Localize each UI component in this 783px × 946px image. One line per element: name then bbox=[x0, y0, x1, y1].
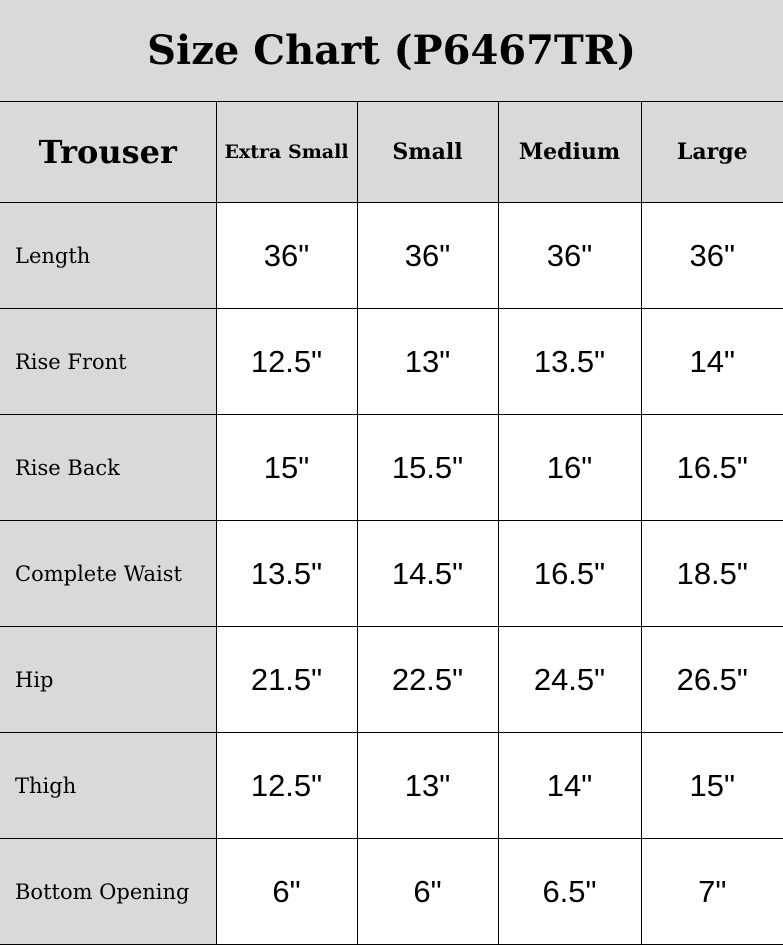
measurement-cell: 16.5" bbox=[497, 520, 642, 627]
table-row: Complete Waist 13.5" 14.5" 16.5" 18.5" bbox=[0, 520, 783, 627]
measurement-cell: 6" bbox=[215, 838, 358, 945]
header-size: Medium bbox=[497, 101, 642, 203]
table-row: Bottom Opening 6" 6" 6.5" 7" bbox=[0, 838, 783, 945]
measurement-cell: 26.5" bbox=[640, 626, 783, 733]
chart-title: Size Chart (P6467TR) bbox=[0, 0, 783, 102]
measurement-cell: 14" bbox=[497, 732, 642, 839]
measurement-cell: 36" bbox=[640, 202, 783, 309]
measurement-cell: 6.5" bbox=[497, 838, 642, 945]
measurement-cell: 12.5" bbox=[215, 308, 358, 415]
measurement-cell: 36" bbox=[356, 202, 499, 309]
header-row: Trouser Extra Small Small Medium Large bbox=[0, 101, 783, 203]
measurement-cell: 14.5" bbox=[356, 520, 499, 627]
measurement-cell: 16.5" bbox=[640, 414, 783, 521]
table-row: Rise Back 15" 15.5" 16" 16.5" bbox=[0, 414, 783, 521]
header-size: Large bbox=[640, 101, 783, 203]
header-size: Small bbox=[356, 101, 499, 203]
row-label: Hip bbox=[0, 626, 217, 733]
measurement-cell: 22.5" bbox=[356, 626, 499, 733]
measurement-cell: 15" bbox=[640, 732, 783, 839]
measurement-cell: 6" bbox=[356, 838, 499, 945]
table-row: Thigh 12.5" 13" 14" 15" bbox=[0, 732, 783, 839]
measurement-cell: 13.5" bbox=[497, 308, 642, 415]
table-row: Length 36" 36" 36" 36" bbox=[0, 202, 783, 309]
measurement-cell: 36" bbox=[215, 202, 358, 309]
row-label: Length bbox=[0, 202, 217, 309]
row-label: Bottom Opening bbox=[0, 838, 217, 945]
measurement-cell: 13" bbox=[356, 732, 499, 839]
measurement-cell: 15" bbox=[215, 414, 358, 521]
measurement-cell: 15.5" bbox=[356, 414, 499, 521]
measurement-cell: 7" bbox=[640, 838, 783, 945]
header-trouser: Trouser bbox=[0, 101, 217, 203]
measurement-cell: 12.5" bbox=[215, 732, 358, 839]
table-row: Hip 21.5" 22.5" 24.5" 26.5" bbox=[0, 626, 783, 733]
row-label: Rise Front bbox=[0, 308, 217, 415]
measurement-cell: 14" bbox=[640, 308, 783, 415]
measurement-cell: 13" bbox=[356, 308, 499, 415]
row-label: Rise Back bbox=[0, 414, 217, 521]
header-size: Extra Small bbox=[215, 101, 358, 203]
measurement-cell: 21.5" bbox=[215, 626, 358, 733]
row-label: Complete Waist bbox=[0, 520, 217, 627]
table-row: Rise Front 12.5" 13" 13.5" 14" bbox=[0, 308, 783, 415]
measurement-cell: 18.5" bbox=[640, 520, 783, 627]
row-label: Thigh bbox=[0, 732, 217, 839]
measurement-cell: 13.5" bbox=[215, 520, 358, 627]
measurement-cell: 24.5" bbox=[497, 626, 642, 733]
measurement-cell: 36" bbox=[497, 202, 642, 309]
measurement-cell: 16" bbox=[497, 414, 642, 521]
